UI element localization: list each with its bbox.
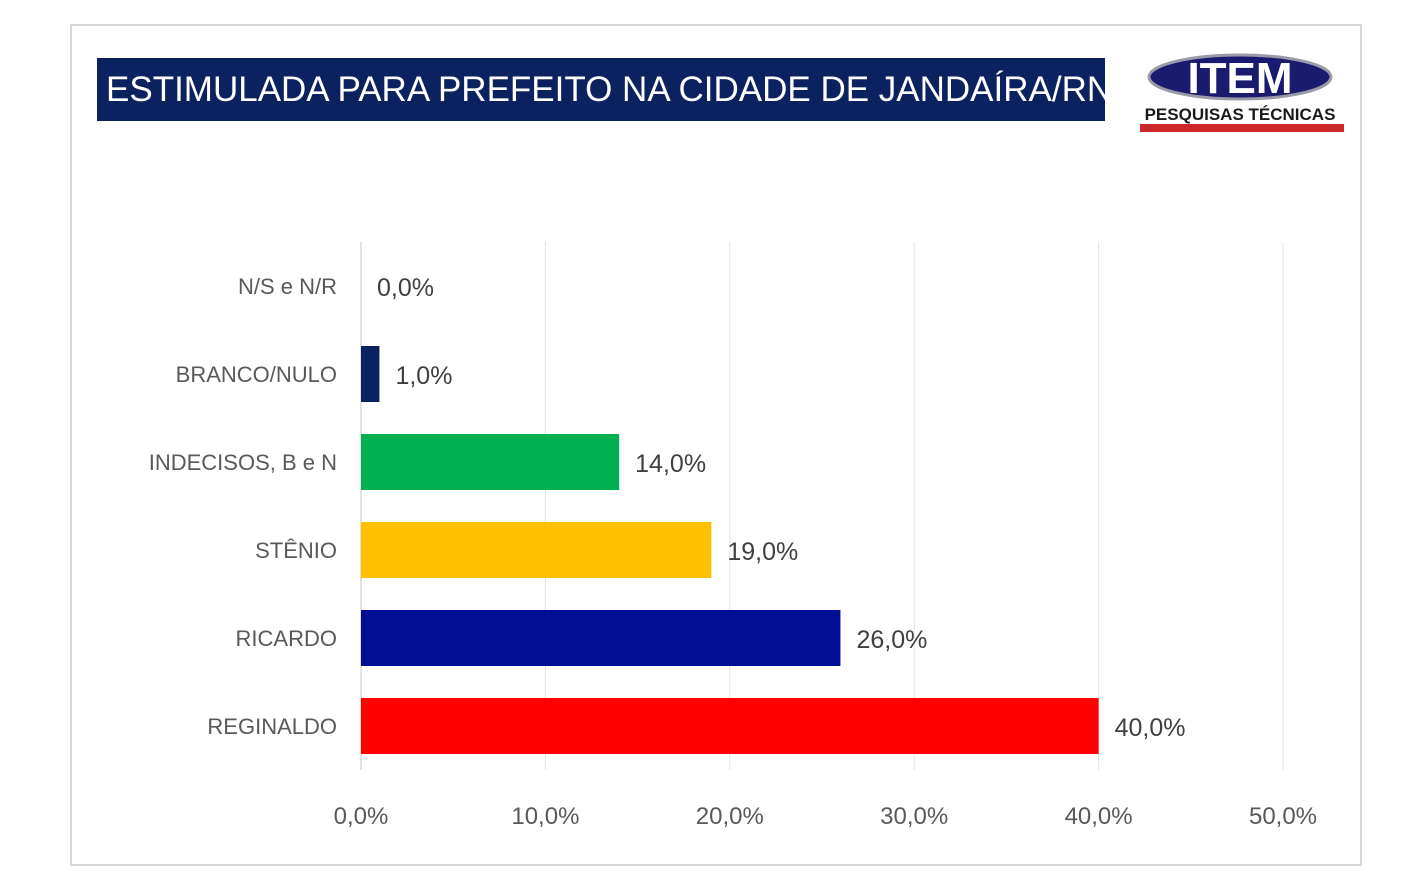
x-tick-label: 20,0%	[696, 803, 764, 830]
logo-subtext: PESQUISAS TÉCNICAS	[1145, 105, 1336, 124]
data-label: 0,0%	[377, 274, 434, 302]
data-label: 14,0%	[635, 450, 706, 478]
x-tick-label: 0,0%	[334, 803, 389, 830]
x-tick-label: 30,0%	[880, 803, 948, 830]
bar	[361, 346, 380, 402]
bar	[361, 610, 841, 666]
data-label: 26,0%	[856, 626, 927, 654]
chart-title: ESTIMULADA PARA PREFEITO NA CIDADE DE JA…	[97, 58, 1105, 121]
category-label: INDECISOS, B e N	[149, 450, 337, 475]
category-label: STÊNIO	[255, 538, 337, 563]
x-tick-label: 10,0%	[511, 803, 579, 830]
logo-text: ITEM	[1187, 54, 1292, 103]
item-logo: ITEM PESQUISAS TÉCNICAS	[1140, 53, 1344, 132]
category-label: REGINALDO	[207, 714, 337, 739]
bar	[361, 698, 1099, 754]
category-label: BRANCO/NULO	[176, 362, 337, 387]
category-label: RICARDO	[236, 626, 337, 651]
bar	[361, 522, 712, 578]
x-tick-label: 40,0%	[1065, 803, 1133, 830]
data-label: 19,0%	[727, 538, 798, 566]
data-label: 40,0%	[1115, 714, 1186, 742]
x-tick-label: 50,0%	[1249, 803, 1317, 830]
category-label: N/S e N/R	[238, 274, 337, 299]
data-label: 1,0%	[395, 362, 452, 390]
bar	[361, 434, 620, 490]
